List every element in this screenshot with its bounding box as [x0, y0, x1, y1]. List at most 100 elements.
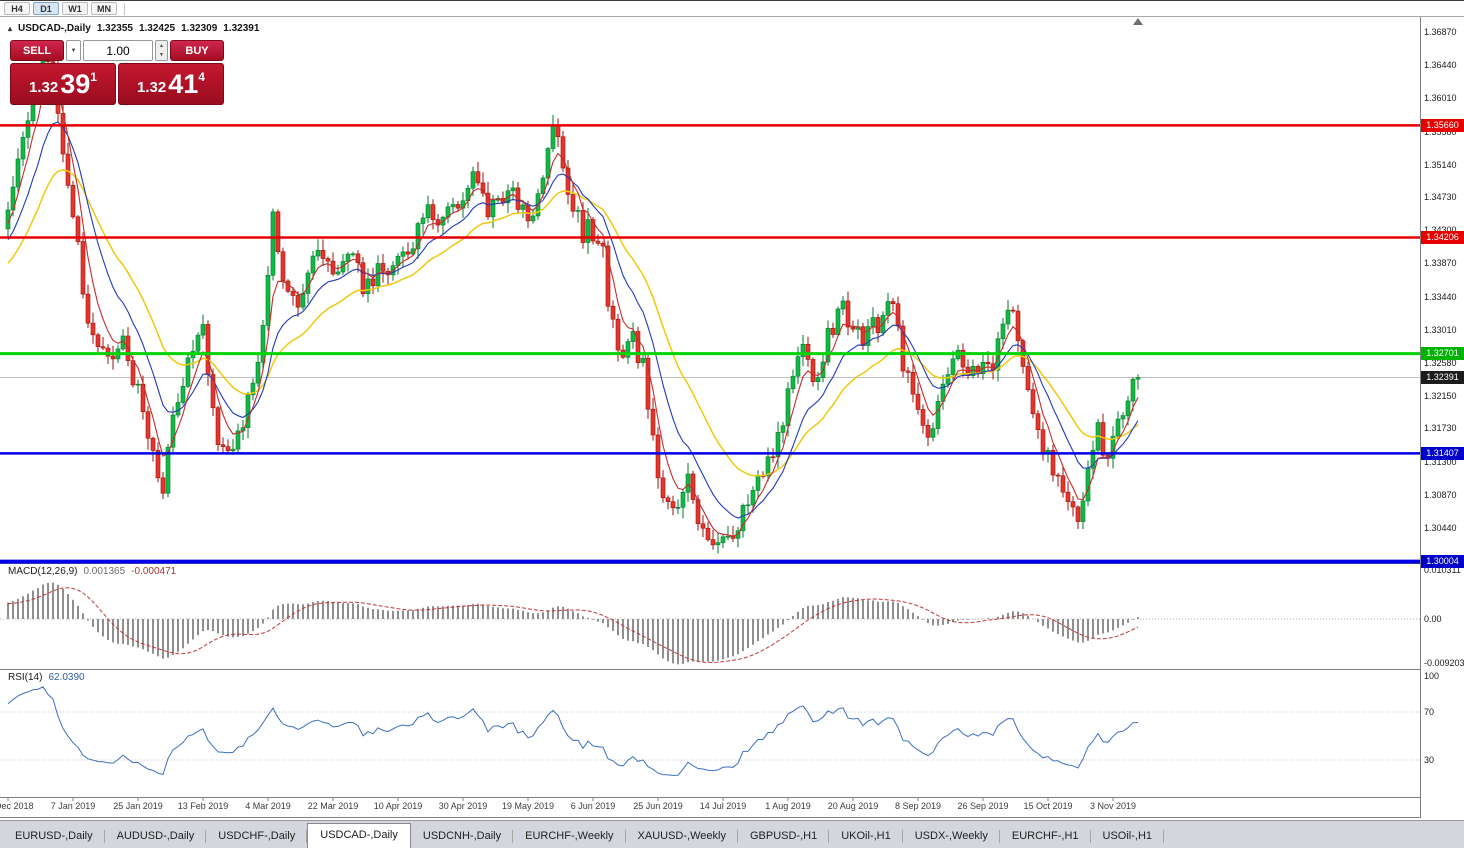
ohlc-high: 1.32425: [138, 23, 176, 34]
sell-price-display[interactable]: 1.32 39 1: [10, 63, 116, 105]
tab-usoil-h1[interactable]: USOil-,H1: [1091, 826, 1165, 848]
date-label: 30 Apr 2019: [438, 801, 488, 811]
timeframe-button-w1[interactable]: W1: [62, 2, 88, 15]
buy-price-sup: 4: [198, 70, 205, 84]
date-label: 25 Jan 2019: [113, 801, 163, 811]
rsi-line: [7, 686, 1139, 776]
ohlc-low: 1.32309: [181, 23, 218, 34]
price-scale-label: 1.33870: [1424, 258, 1457, 269]
rsi-label: RSI(14) 62.0390: [8, 672, 85, 683]
rsi-scale-label: 30: [1424, 755, 1435, 765]
rsi-value: 62.0390: [48, 672, 85, 683]
price-scale-label: 1.32150: [1424, 391, 1457, 402]
price-level-badge: 1.35660: [1421, 118, 1464, 132]
chart-tabs-bar: EURUSD-,Daily AUDUSD-,Daily USDCHF-,Daily U…: [0, 820, 1464, 848]
price-scale[interactable]: 1.368701.364401.360101.355801.351401.347…: [1421, 17, 1464, 818]
price-level-badge: 1.34206: [1421, 231, 1464, 244]
timeframe-toolbar: H4 D1 W1 MN: [0, 0, 1464, 17]
tab-eurchf-h1[interactable]: EURCHF-,H1: [1000, 826, 1091, 848]
sell-price-sup: 1: [90, 70, 97, 84]
candlestick-series: [0, 40, 1420, 554]
date-label: 7 Jan 2019: [50, 801, 96, 811]
date-label: 14 Jul 2019: [699, 801, 747, 811]
tab-usdcad-daily[interactable]: USDCAD-,Daily: [307, 823, 411, 848]
date-label: 26 Sep 2019: [957, 801, 1009, 811]
price-scale-label: 1.30440: [1424, 523, 1457, 533]
timeframe-button-mn[interactable]: MN: [91, 2, 117, 15]
price-scale-label: 1.36010: [1424, 93, 1457, 104]
date-label: 13 Feb 2019: [177, 801, 229, 811]
buy-price-display[interactable]: 1.32 41 4: [118, 63, 224, 105]
price-scale-label: 1.30870: [1424, 489, 1457, 500]
tab-ukoil-h1[interactable]: UKOil-,H1: [829, 826, 903, 848]
timeframe-button-d1[interactable]: D1: [33, 2, 59, 15]
spin-down-icon[interactable]: ▼: [159, 52, 164, 59]
ohlc-open: 1.32355: [96, 23, 133, 34]
spin-up-icon[interactable]: ▲: [159, 42, 164, 49]
macd-signal-line: [7, 587, 1139, 664]
price-scale-label: 1.31300: [1424, 456, 1457, 467]
price-level-badge: 1.31407: [1421, 446, 1464, 460]
price-scale-label: 1.33440: [1424, 291, 1457, 302]
price-scale-label: 1.31730: [1424, 423, 1457, 434]
toolbar-separator: [124, 2, 125, 15]
tab-audusd-daily[interactable]: AUDUSD-,Daily: [105, 826, 207, 848]
ma-line-medium: [7, 121, 1139, 519]
tab-gbpusd-h1[interactable]: GBPUSD-,H1: [738, 826, 830, 848]
macd-pane: [0, 582, 1420, 665]
price-scale-label: 1.32580: [1424, 357, 1457, 368]
price-scale-label: 1.34730: [1424, 192, 1457, 203]
current-price-badge: 1.32391: [1421, 371, 1464, 384]
sell-price-pips: 39: [60, 68, 91, 99]
date-label: 15 Oct 2019: [1023, 801, 1073, 811]
rsi-scale-label: 70: [1424, 707, 1435, 717]
date-label: 25 Jun 2019: [633, 801, 683, 811]
date-label: 20 Aug 2019: [827, 801, 879, 811]
sell-button[interactable]: SELL: [10, 40, 64, 61]
date-label: 1 Aug 2019: [765, 801, 811, 811]
price-scale-label: 1.34300: [1424, 225, 1457, 235]
date-label: 8 Sep 2019: [894, 801, 942, 811]
date-label: 19 Dec 2018: [0, 801, 34, 811]
buy-button[interactable]: BUY: [170, 40, 224, 61]
macd-scale-label: 0.010311: [1424, 565, 1461, 575]
sell-price-big: 1.32: [29, 79, 59, 96]
shift-marker-icon[interactable]: [1133, 18, 1143, 25]
tab-eurchf-weekly[interactable]: EURCHF-,Weekly: [513, 826, 626, 848]
volume-stepper[interactable]: ▲ ▼: [155, 40, 168, 61]
date-label: 4 Mar 2019: [245, 801, 291, 811]
tab-eurusd-daily[interactable]: EURUSD-,Daily: [3, 826, 105, 848]
chart-canvas[interactable]: [0, 0, 1464, 820]
price-scale-label: 1.35140: [1424, 160, 1457, 171]
ma-line-fast: [7, 78, 1139, 537]
ohlc-close: 1.32391: [223, 23, 260, 34]
macd-signal-value: -0.000471: [131, 566, 177, 577]
tab-xauusd-weekly[interactable]: XAUUSD-,Weekly: [626, 826, 739, 848]
timeframe-button-h4[interactable]: H4: [4, 2, 30, 15]
date-label: 6 Jun 2019: [570, 801, 616, 811]
date-label: 22 Mar 2019: [307, 801, 359, 811]
tab-usdcnh-daily[interactable]: USDCNH-,Daily: [411, 826, 514, 848]
volume-dropdown[interactable]: ▼: [66, 40, 81, 61]
price-scale-label: 1.33010: [1424, 324, 1457, 335]
price-level-badge: 1.30004: [1421, 555, 1464, 569]
price-scale-label: 1.36440: [1424, 60, 1457, 71]
volume-input[interactable]: [83, 40, 153, 61]
macd-scale-label: -0.009203: [1424, 657, 1464, 668]
rsi-scale-label: 100: [1424, 671, 1440, 681]
tab-usdx-weekly[interactable]: USDX-,Weekly: [903, 826, 1001, 848]
collapse-icon[interactable]: ▴: [8, 24, 13, 33]
chart-symbol-label: USDCAD-,Daily: [18, 23, 91, 34]
price-scale-label: 1.36870: [1424, 27, 1457, 37]
macd-scale-label: 0.00: [1424, 614, 1442, 624]
buy-price-big: 1.32: [137, 79, 167, 96]
date-label: 19 May 2019: [501, 801, 555, 811]
date-label: 10 Apr 2019: [373, 801, 423, 811]
price-level-badge: 1.32701: [1421, 347, 1464, 361]
date-label: 3 Nov 2019: [1089, 801, 1137, 811]
macd-main-value: 0.001365: [83, 566, 126, 577]
time-axis[interactable]: 19 Dec 2018 7 Jan 2019 25 Jan 2019 13 Feb 2…: [0, 799, 1421, 817]
chart-header: ▴ USDCAD-,Daily 1.32355 1.32425 1.32309 …: [8, 23, 259, 34]
tab-usdchf-daily[interactable]: USDCHF-,Daily: [206, 826, 308, 848]
